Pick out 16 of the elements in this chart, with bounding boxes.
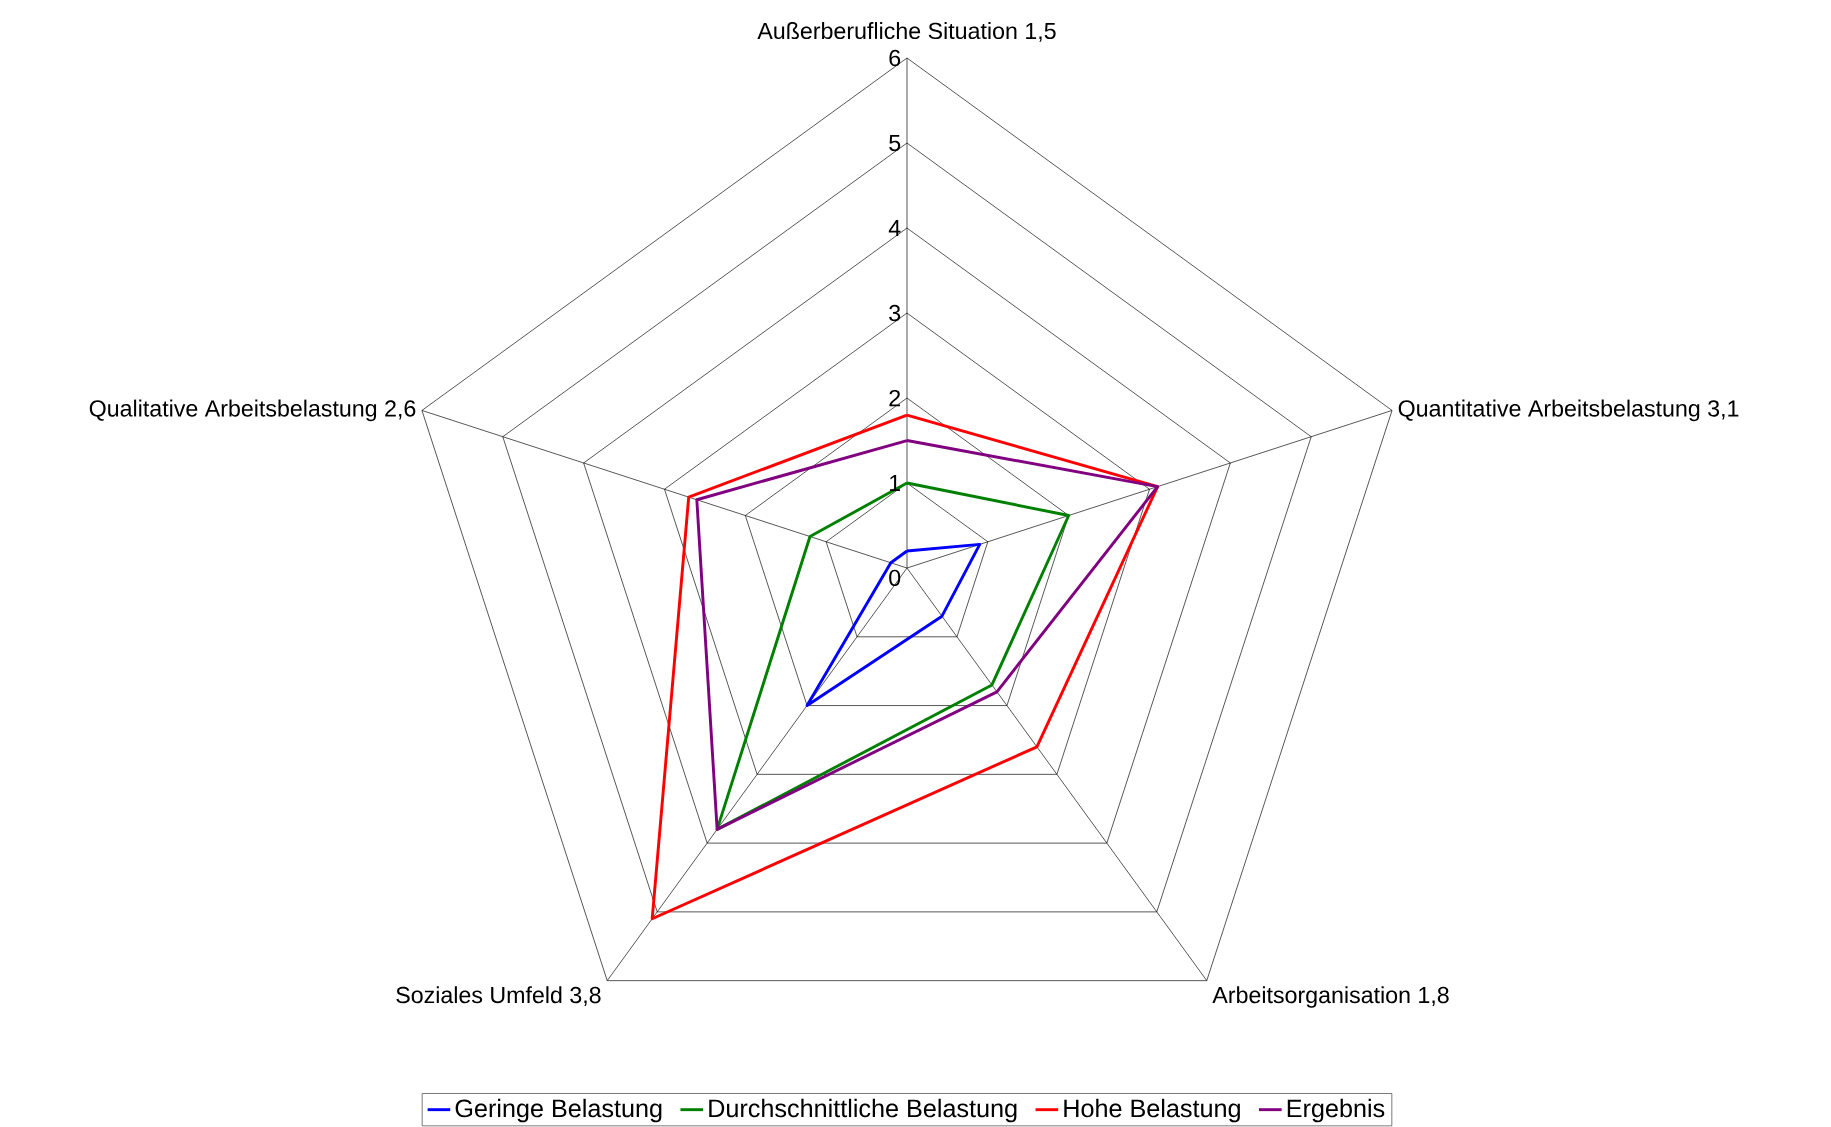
legend-label: Hohe Belastung bbox=[1064, 1098, 1240, 1123]
y-tick-label: 4 bbox=[888, 220, 901, 236]
y-tick-label: 1 bbox=[890, 475, 901, 492]
legend-label: Geringe Belastung bbox=[455, 1098, 662, 1123]
y-tick-label: 2 bbox=[889, 389, 900, 407]
y-tick-label: 5 bbox=[889, 134, 901, 152]
legend-label: Durchschnittliche Belastung bbox=[709, 1098, 1017, 1123]
y-tick-label: 6 bbox=[889, 49, 901, 67]
spoke-label: Qualitative Arbeitsbelastung 2,6 bbox=[89, 399, 416, 422]
spoke-label: Arbeitsorganisation 1,8 bbox=[1212, 986, 1449, 1008]
spoke-label: Soziales Umfeld 3,8 bbox=[396, 986, 601, 1006]
spoke-label: Außerberufliche Situation 1,5 bbox=[757, 22, 1056, 42]
legend-label: Ergebnis bbox=[1287, 1098, 1385, 1123]
y-tick-label: 0 bbox=[889, 569, 901, 587]
spoke-label: Quantitative Arbeitsbelastung 3,1 bbox=[1398, 399, 1739, 422]
y-tick-label: 3 bbox=[889, 304, 901, 322]
